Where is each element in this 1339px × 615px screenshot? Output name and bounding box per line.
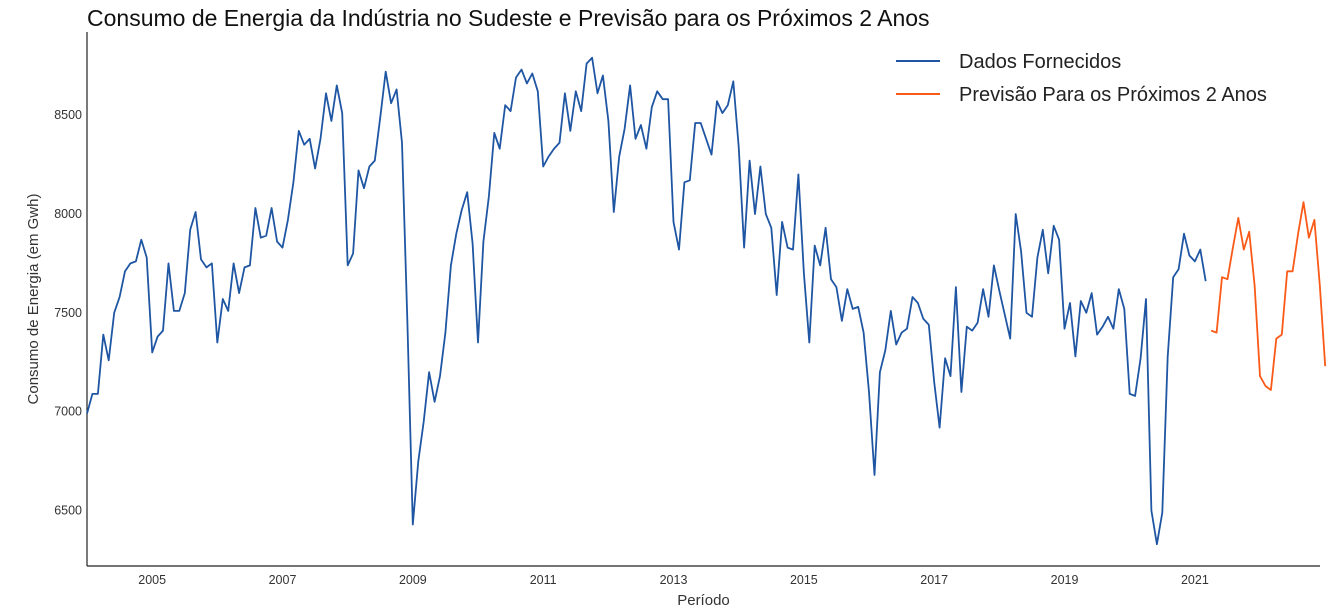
- y-tick-label: 8500: [54, 108, 82, 122]
- legend: Dados Fornecidos Previsão Para os Próxim…: [896, 51, 1267, 106]
- y-axis-label: Consumo de Energia (em Gwh): [25, 194, 42, 405]
- chart-title: Consumo de Energia da Indústria no Sudes…: [87, 5, 930, 31]
- series-line-previsao: [1210, 201, 1327, 391]
- y-tick-label: 6500: [54, 504, 82, 518]
- x-tick-label: 2009: [399, 573, 427, 587]
- x-tick-labels: 2005 2007 2009 2011 2013 2015 2017 2019 2021: [138, 573, 1209, 587]
- axes: [86, 32, 1320, 567]
- legend-label-dados-fornecidos: Dados Fornecidos: [959, 51, 1121, 73]
- legend-label-previsao: Previsão Para os Próximos 2 Anos: [959, 84, 1267, 106]
- x-tick-label: 2007: [269, 573, 297, 587]
- x-tick-label: 2011: [530, 573, 557, 587]
- x-tick-label: 2013: [660, 573, 688, 587]
- y-tick-label: 7500: [54, 306, 82, 320]
- x-tick-label: 2017: [920, 573, 948, 587]
- x-tick-label: 2021: [1181, 573, 1209, 587]
- y-tick-labels: 6500 7000 7500 8000 8500: [54, 108, 82, 518]
- x-axis-label: Período: [677, 592, 730, 609]
- series-lines: [86, 56, 1327, 546]
- x-tick-label: 2015: [790, 573, 818, 587]
- y-tick-label: 8000: [54, 207, 82, 221]
- y-tick-label: 7000: [54, 405, 82, 419]
- series-line-dados-fornecidos: [86, 56, 1207, 546]
- x-tick-label: 2005: [138, 573, 166, 587]
- x-tick-label: 2019: [1051, 573, 1079, 587]
